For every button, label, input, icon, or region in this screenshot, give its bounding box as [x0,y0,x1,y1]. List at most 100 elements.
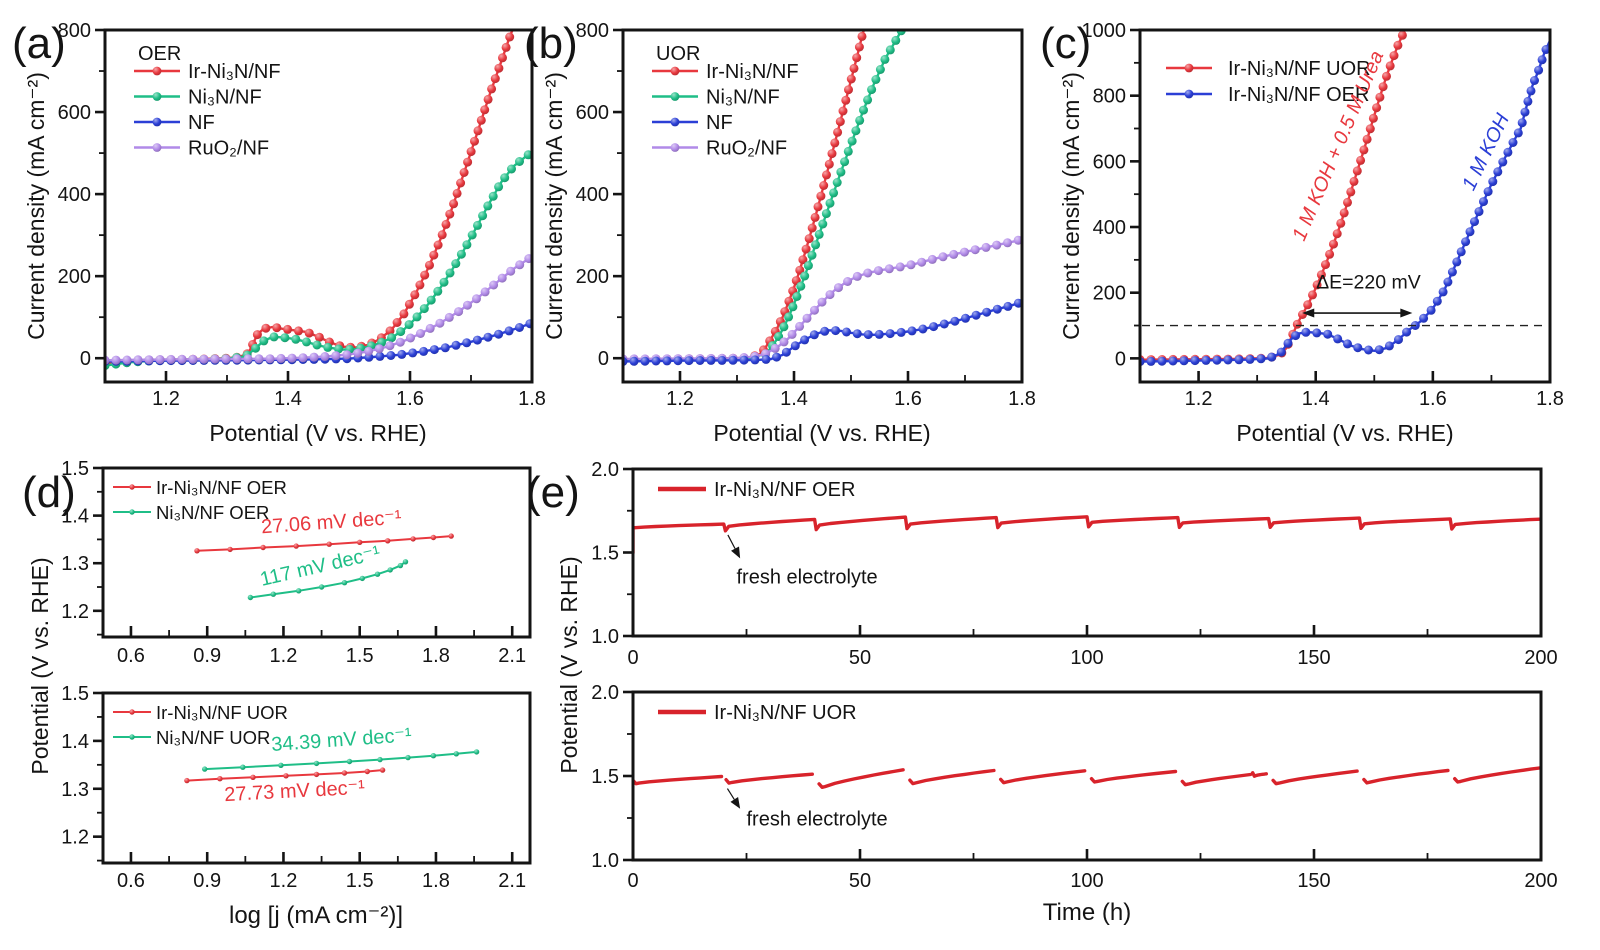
legend-label: Ni₃N/NF UOR [156,727,270,748]
annotation-pointer-arrow [726,788,741,809]
x-tick-label: 1.5 [346,870,374,892]
series-ir-ni-n-nf-oer [194,533,454,554]
series-ni-n-nf-oer [247,559,409,601]
legend-a: OER Ir-Ni₃N/NF Ni₃N/NF NF RuO₂/NF [134,43,281,160]
y-tick-label: 1.0 [591,626,619,648]
annotation-27-06-mv-dec: 27.06 mV dec⁻¹ [260,507,402,539]
y-tick-label: 200 [576,266,609,288]
legend-d2: Ir-Ni₃N/NF UOR Ni₃N/NF UOR [113,702,288,748]
panel-letter-e1: (e) [526,468,580,517]
plot-series-e1 [634,515,1540,555]
y-tick-label: 400 [576,184,609,206]
axes-frame [621,28,1024,384]
x-tick-label: 1.4 [1302,388,1330,410]
legend-label: NF [706,112,733,134]
legend-entry-ir-ni-n-nf-uor: Ir-Ni₃N/NF UOR [1166,58,1371,80]
x-tick-label: 1.2 [1185,388,1213,410]
legend-entry-nf: NF [134,112,215,134]
legend-entry-nf: NF [652,112,733,134]
series-ir-ni-n-nf-uor [634,766,1540,789]
legend-label: Ir-Ni₃N/NF UOR [1228,58,1371,80]
y-tick-label: 1.0 [591,850,619,872]
panel-c: 1.2 1.4 1.6 1.8 0 200 400 600 800 1000 Potential (… [1040,19,1564,446]
axes-frame [1138,28,1552,384]
x-tick-label: 0.9 [193,645,221,667]
y-tick-label: 800 [576,20,609,42]
x-axis-title: Potential (V vs. RHE) [713,420,930,446]
y-tick-label: 1.2 [61,601,89,623]
x-tick-label: 1.8 [1008,388,1036,410]
annotation-117-mv-dec: 117 mV dec⁻¹ [258,542,383,591]
panel-d2: 0.6 0.9 1.2 1.5 1.8 2.1 1.2 1.3 1.4 1.5 log [j (mA… [27,557,532,929]
x-tick-label: 100 [1070,647,1103,669]
x-tick-label: 0.9 [193,870,221,892]
annotation-text: ΔE=220 mV [1316,272,1421,294]
y-axis-title: Potential (V vs. RHE) [556,556,582,773]
y-tick-label: 0 [80,348,91,370]
series-nf [624,298,1021,366]
y-tick-label: 1.3 [61,553,89,575]
series-ir-ni-n-nf-uor [184,767,386,784]
legend-label: Ir-Ni₃N/NF OER [714,479,855,501]
annotation-pointer-arrow [727,534,741,559]
x-tick-label: 50 [849,647,871,669]
y-tick-label: 800 [1093,86,1126,108]
legend-label: Ir-Ni₃N/NF UOR [156,702,288,723]
annotation-e-220-mv: ΔE=220 mV [1316,272,1421,294]
y-tick-label: 1.2 [61,827,89,849]
annotation-text: 34.39 mV dec⁻¹ [271,724,413,756]
y-tick-label: 400 [1093,217,1126,239]
legend-entry-ni-n-nf-uor: Ni₃N/NF UOR [113,727,270,748]
legend-label: NF [188,112,215,134]
plot-series-d1 [194,533,454,601]
y-tick-label: 2.0 [591,682,619,704]
x-tick-label: 200 [1524,647,1557,669]
x-tick-label: 1.2 [270,645,298,667]
series-ir-ni-n-nf-oer [634,515,1540,555]
x-axis: 0 50 100 150 200 [627,625,1558,669]
legend-label: RuO₂/NF [188,138,269,160]
y-axis: 1.2 1.3 1.4 1.5 [61,458,103,636]
legend-entry-ir-ni-n-nf-oer: Ir-Ni₃N/NF OER [658,479,855,501]
axes-frame [101,466,532,639]
legend-label: Ni₃N/NF OER [156,502,269,523]
x-tick-label: 0.6 [117,645,145,667]
x-axis: 1.2 1.4 1.6 1.8 [666,371,1036,410]
x-tick-label: 1.6 [1419,388,1447,410]
x-tick-label: 0.6 [117,870,145,892]
legend-entry-ir-ni-n-nf-uor: Ir-Ni₃N/NF UOR [113,702,288,723]
legend-label: Ir-Ni₃N/NF [706,61,799,83]
legend-entry-ir-ni-n-nf-oer: Ir-Ni₃N/NF OER [113,477,287,498]
legend-entry-ir-ni-n-nf-oer: Ir-Ni₃N/NF OER [1166,84,1369,106]
axes-frame [101,691,532,865]
annotation-text: fresh electrolyte [737,566,878,588]
x-tick-label: 1.2 [270,870,298,892]
y-tick-label: 400 [58,184,91,206]
x-tick-label: 1.6 [894,388,922,410]
x-tick-label: 1.5 [346,645,374,667]
y-tick-label: 600 [576,102,609,124]
plot-series-d2 [184,749,480,784]
y-tick-label: 200 [1093,283,1126,305]
legend-label: Ni₃N/NF [706,87,780,109]
panel-letter-a: (a) [12,19,66,68]
x-tick-label: 1.2 [152,388,180,410]
annotation-text: 27.73 mV dec⁻¹ [224,777,366,806]
legend-e1: Ir-Ni₃N/NF OER [658,479,855,501]
y-tick-label: 1.3 [61,779,89,801]
panel-e2: 0 50 100 150 200 1.0 1.5 2.0 Time (h) Potential (… [556,556,1558,926]
x-axis: 0.6 0.9 1.2 1.5 1.8 2.1 [117,626,526,667]
y-axis-title: Potential (V vs. RHE) [27,557,53,774]
legend-entry-ni-n-nf-oer: Ni₃N/NF OER [113,502,269,523]
legend-label: Ir-Ni₃N/NF UOR [714,702,857,724]
annotation-27-73-mv-dec: 27.73 mV dec⁻¹ [224,777,366,806]
series-ni-n-nf-uor [202,749,480,772]
x-tick-label: 1.8 [1536,388,1564,410]
x-tick-label: 0 [627,870,638,892]
x-axis: 1.2 1.4 1.6 1.8 [1185,371,1564,410]
y-axis-title: Current density (mA cm⁻²) [23,72,49,340]
y-axis: 1.2 1.3 1.4 1.5 [61,683,103,862]
annotation-text: fresh electrolyte [747,809,888,831]
